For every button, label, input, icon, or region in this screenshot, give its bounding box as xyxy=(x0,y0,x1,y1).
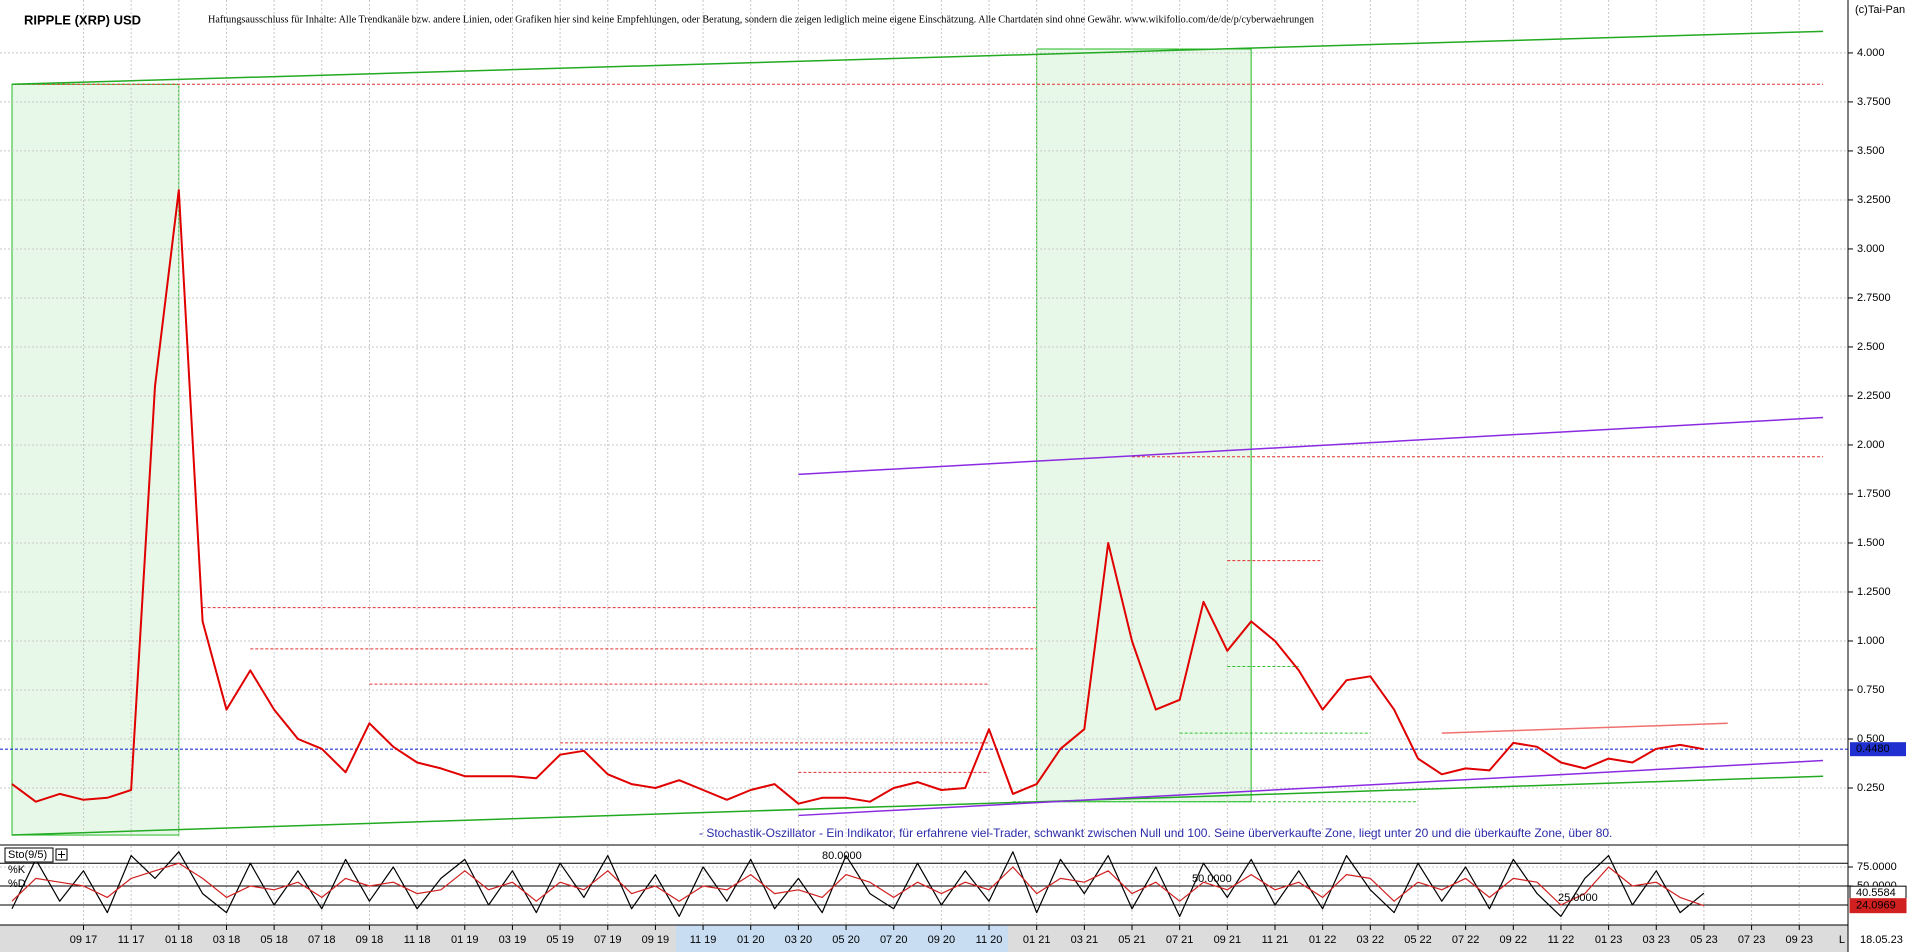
series-line xyxy=(11,851,1705,917)
indicator-description: - Stochastik-Oszillator - Ein Indikator,… xyxy=(699,826,1612,840)
zone xyxy=(1036,48,1252,803)
x-tick-label: 09 20 xyxy=(928,934,956,946)
last-value-box xyxy=(1849,898,1907,914)
y-tick-label: 1.000 xyxy=(1857,635,1885,647)
x-tick-label: 03 18 xyxy=(213,934,241,946)
x-tick-label: 07 20 xyxy=(880,934,908,946)
x-tick-label: 11 22 xyxy=(1548,934,1575,946)
x-tick-label: 03 19 xyxy=(499,934,527,946)
y-tick-label: 2.000 xyxy=(1857,439,1885,451)
trendline xyxy=(798,759,1824,817)
current-price-box xyxy=(1850,742,1906,757)
indicator-title: Sto(9/5) xyxy=(8,849,47,861)
date-label: 18.05.23 xyxy=(1860,934,1903,946)
y-tick-label: 1.500 xyxy=(1857,537,1885,549)
y-tick-label: 3.2500 xyxy=(1857,194,1891,206)
y-tick-label: 1.7500 xyxy=(1857,488,1891,500)
trendline xyxy=(11,30,1824,86)
x-tick-label: 11 21 xyxy=(1262,934,1289,946)
x-tick-label: 09 22 xyxy=(1500,934,1528,946)
series-line xyxy=(11,189,1705,805)
x-tick-label: 07 21 xyxy=(1166,934,1194,946)
y-tick-label: 2.500 xyxy=(1857,341,1885,353)
scale-mode: L xyxy=(1839,934,1845,946)
x-tick-label: 07 18 xyxy=(308,934,336,946)
last-value-label: 24.0969 xyxy=(1856,900,1896,912)
legend-entry: %K xyxy=(8,864,26,876)
x-tick-label: 07 23 xyxy=(1738,934,1766,946)
zone xyxy=(11,83,180,836)
x-tick-label: 01 19 xyxy=(451,934,479,946)
series-line xyxy=(11,862,1705,907)
x-tick-label: 03 23 xyxy=(1643,934,1671,946)
level-label: 25.0000 xyxy=(1558,892,1598,904)
x-tick-label: 11 19 xyxy=(690,934,717,946)
y-tick-label: 3.000 xyxy=(1857,243,1885,255)
y-tick-label: 1.2500 xyxy=(1857,586,1891,598)
x-tick-label: 05 21 xyxy=(1118,934,1146,946)
y-tick-label: 0.250 xyxy=(1857,782,1885,794)
x-tick-label: 05 19 xyxy=(546,934,574,946)
last-value-label: 40.5584 xyxy=(1856,887,1896,899)
y-tick-label: 75.0000 xyxy=(1857,861,1897,873)
x-tick-label: 09 18 xyxy=(356,934,384,946)
x-tick-label: 01 21 xyxy=(1023,934,1051,946)
source: (c)Tai-Pan xyxy=(1855,4,1905,16)
time-axis-highlight xyxy=(676,925,1008,952)
x-tick-label: 05 22 xyxy=(1404,934,1432,946)
x-tick-label: 09 19 xyxy=(642,934,670,946)
y-tick-label: 2.7500 xyxy=(1857,292,1891,304)
y-tick-label: 3.7500 xyxy=(1857,96,1891,108)
x-tick-label: 05 23 xyxy=(1690,934,1718,946)
x-tick-label: 11 20 xyxy=(976,934,1003,946)
x-tick-label: 07 22 xyxy=(1452,934,1480,946)
x-tick-label: 11 17 xyxy=(118,934,145,946)
trendline xyxy=(798,416,1824,476)
x-tick-label: 05 18 xyxy=(260,934,288,946)
x-tick-label: 01 18 xyxy=(165,934,193,946)
y-tick-label: 0.750 xyxy=(1857,684,1885,696)
x-tick-label: 09 21 xyxy=(1214,934,1242,946)
y-tick-label: 3.500 xyxy=(1857,145,1885,157)
x-tick-label: 01 20 xyxy=(737,934,765,946)
current-price-label: 0.4480 xyxy=(1856,743,1890,755)
x-tick-label: 03 21 xyxy=(1071,934,1099,946)
trendline xyxy=(11,775,1824,836)
grid xyxy=(0,0,1848,924)
x-tick-label: 09 23 xyxy=(1785,934,1813,946)
indicator-box xyxy=(4,847,54,863)
x-tick-label: 07 19 xyxy=(594,934,622,946)
y-tick-label: 2.2500 xyxy=(1857,390,1891,402)
y-tick-label: 4.000 xyxy=(1857,47,1885,59)
plot xyxy=(11,189,1705,917)
labels: 0.250 0.500 0.750 1.000 1.2500 1.500 1.7500 2.0… xyxy=(8,47,1907,946)
x-tick-label: 09 17 xyxy=(70,934,98,946)
level-label: 80.0000 xyxy=(822,850,862,862)
x-tick-label: 01 23 xyxy=(1595,934,1623,946)
x-tick-label: 01 22 xyxy=(1309,934,1337,946)
x-tick-label: 03 20 xyxy=(785,934,813,946)
level-label: 50.0000 xyxy=(1192,873,1232,885)
disclaimer: Haftungsausschluss für Inhalte: Alle Tre… xyxy=(208,14,1314,25)
x-tick-label: 03 22 xyxy=(1357,934,1385,946)
y-tick-label: 0.500 xyxy=(1857,733,1885,745)
expand-icon xyxy=(58,851,65,858)
annotations xyxy=(0,30,1848,906)
chart-title: RIPPLE (XRP) USD xyxy=(24,12,141,27)
x-tick-label: 11 18 xyxy=(404,934,431,946)
trendline xyxy=(1441,722,1728,734)
x-tick-label: 05 20 xyxy=(832,934,860,946)
legend-entry: %D xyxy=(8,878,26,890)
